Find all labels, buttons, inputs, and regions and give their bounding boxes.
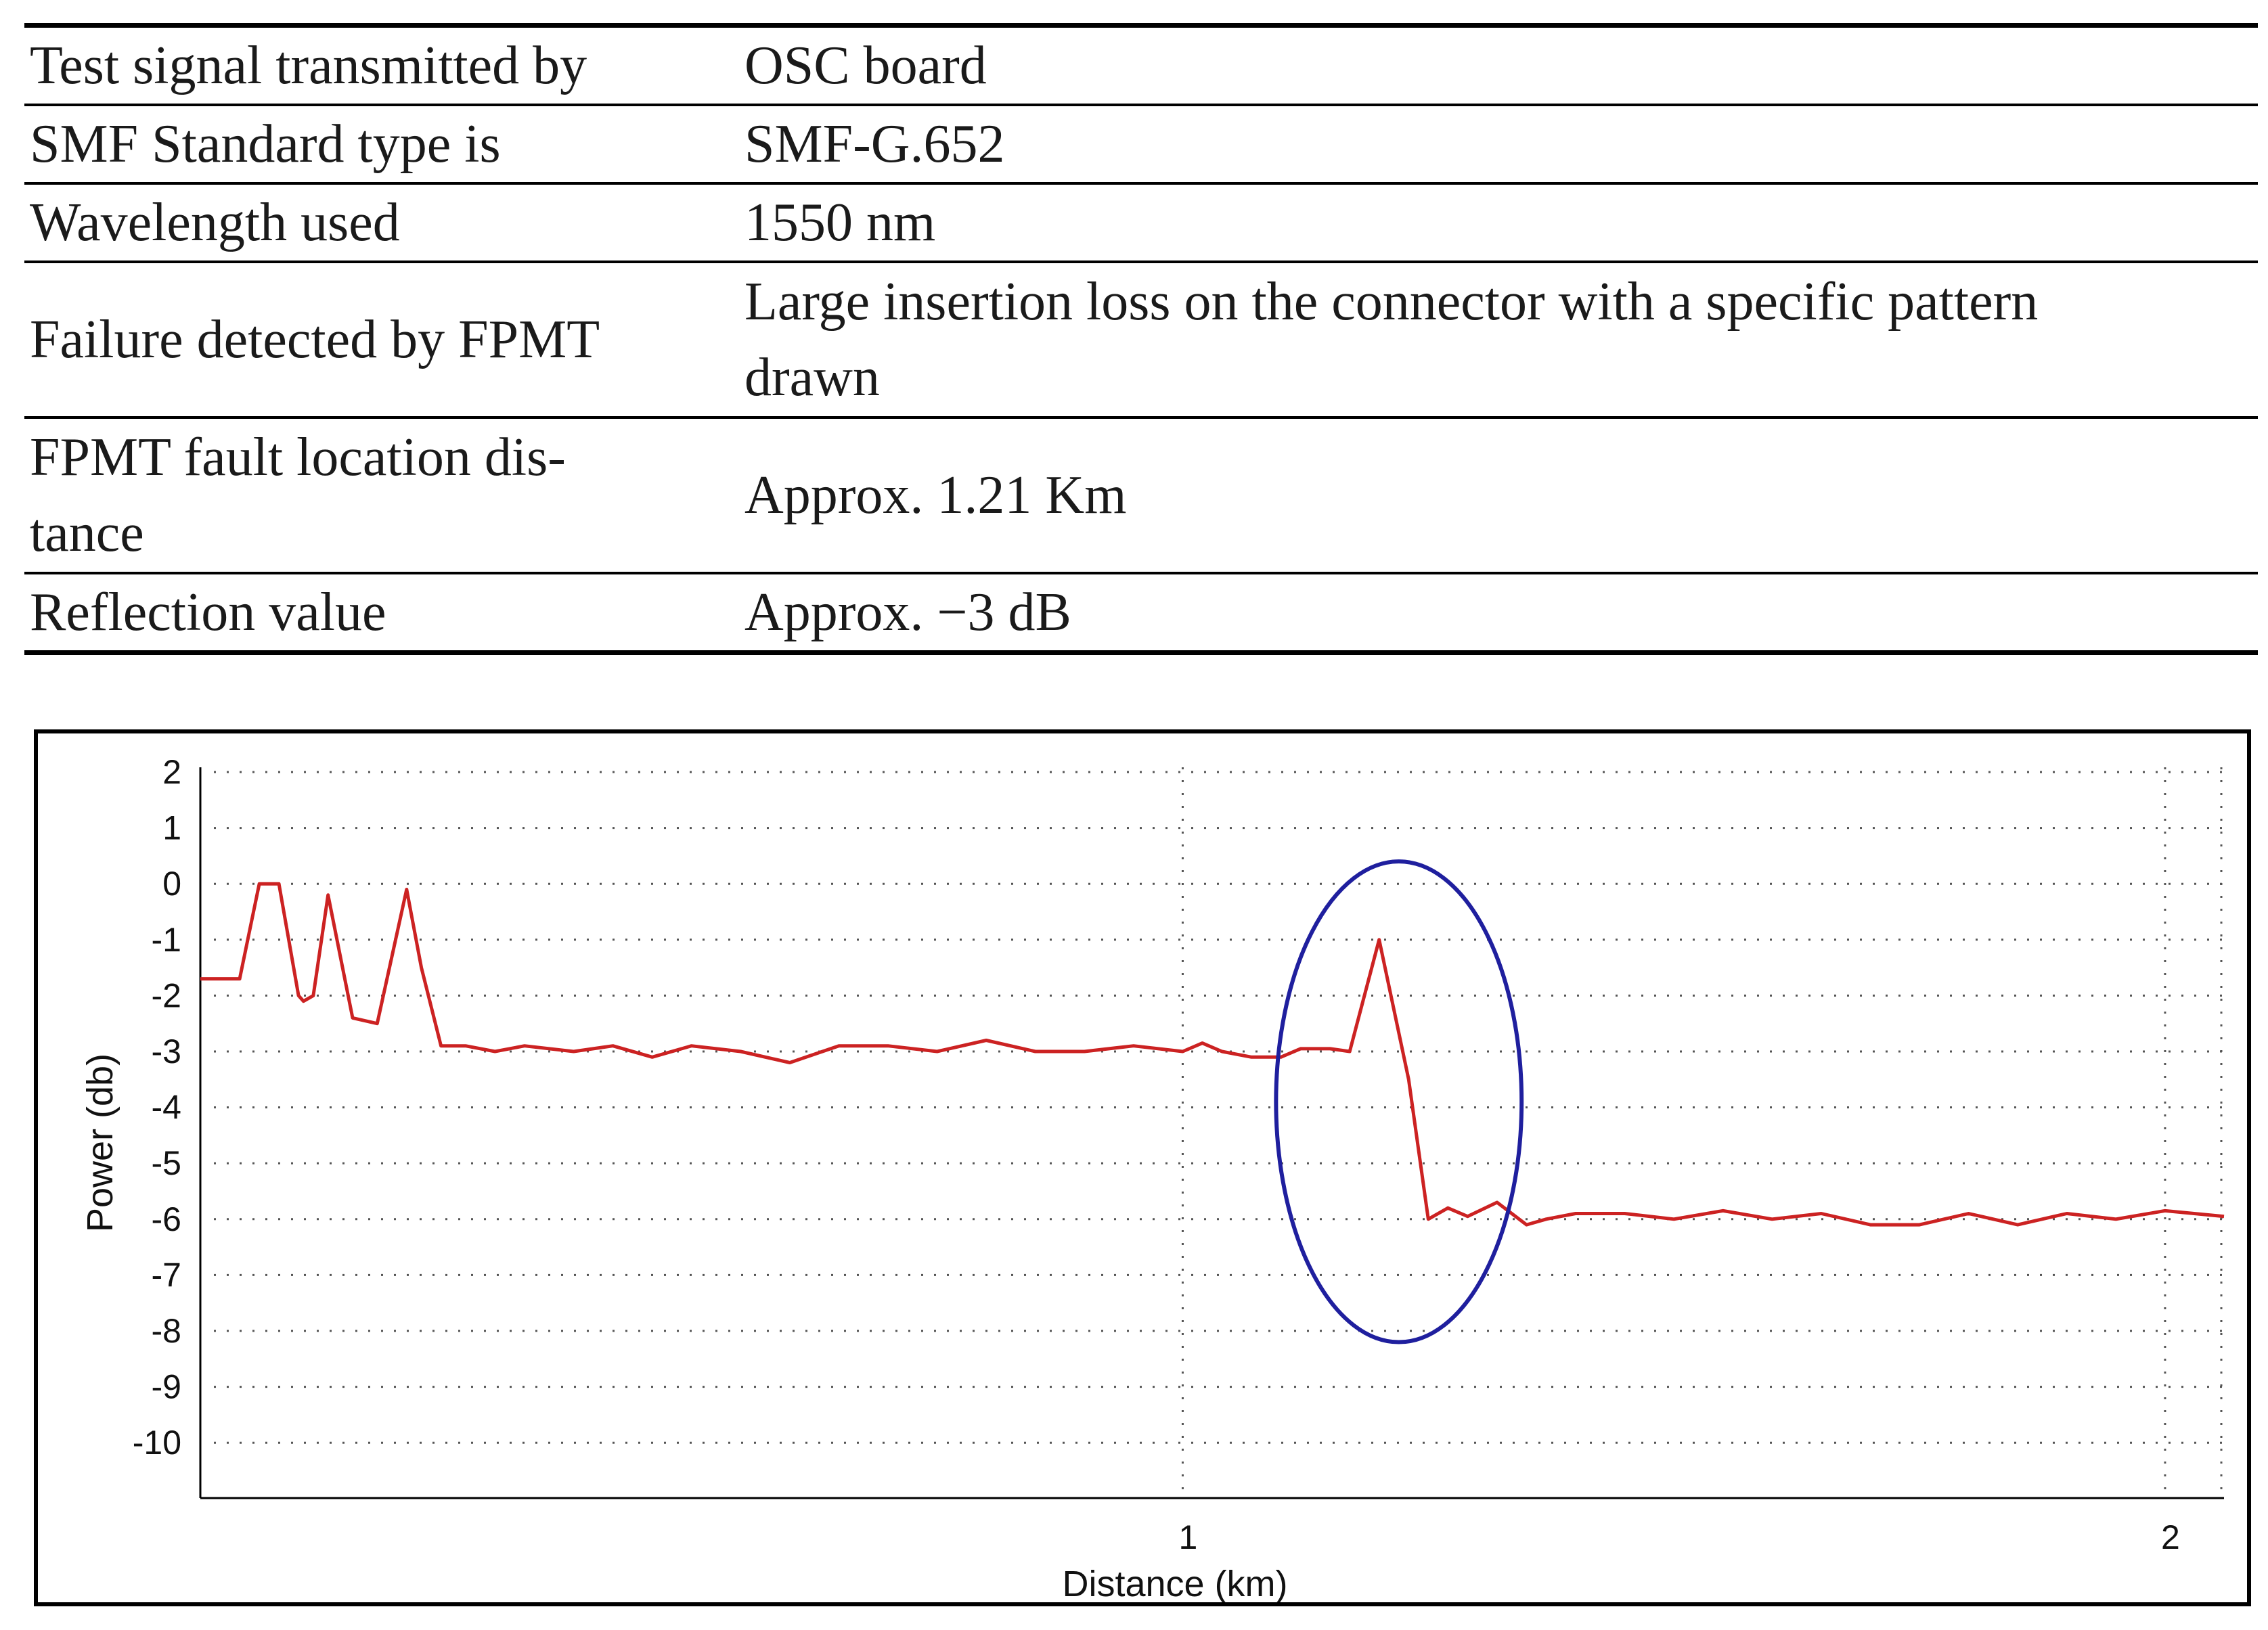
row-label: Wavelength used: [24, 183, 739, 263]
row-label: Reflection value: [24, 573, 739, 655]
row-label: SMF Standard type is: [24, 105, 739, 185]
y-tick-label: 0: [162, 865, 181, 903]
table-row: SMF Standard type is SMF-G.652: [24, 105, 2258, 185]
table-row: Failure detected by FPMT Large insertion…: [24, 262, 2258, 419]
y-tick-label: -8: [152, 1312, 181, 1350]
series-line: [200, 882, 2225, 1227]
y-tick-label: -3: [152, 1033, 181, 1070]
table-row: Reflection value Approx. −3 dB: [24, 573, 2258, 655]
row-value: Large insertion loss on the connector wi…: [739, 262, 2258, 419]
row-value: SMF-G.652: [739, 105, 2258, 185]
spec-table-container: Test signal transmitted by OSC board SMF…: [24, 23, 2258, 655]
y-axis-title: Power (db): [80, 1054, 120, 1232]
row-value-line: Large insertion loss on the connector wi…: [744, 272, 2039, 332]
spec-table: Test signal transmitted by OSC board SMF…: [24, 23, 2258, 655]
annotation-layer: [1274, 859, 1524, 1344]
chart-frame: 2 1 0 -1 -2 -3 -4 -5 -6 -7 -8 -9 -10 1 2 Distance (km)…: [34, 729, 2251, 1606]
x-axis-title: Distance (km): [1062, 1564, 1287, 1602]
y-tick-label: 2: [162, 753, 181, 791]
x-tick-label: 1: [1179, 1518, 1198, 1556]
y-tick-label: -1: [152, 921, 181, 959]
table-row: FPMT fault location dis- tance Approx. 1…: [24, 417, 2258, 574]
y-tick-label: -5: [152, 1144, 181, 1182]
fault-highlight-ellipse: [1274, 859, 1524, 1344]
y-tick-label: -9: [152, 1368, 181, 1406]
table-row: Wavelength used 1550 nm: [24, 183, 2258, 263]
y-tick-label: -10: [133, 1424, 181, 1462]
y-tick-label: -7: [152, 1256, 181, 1294]
y-tick-label: 1: [162, 809, 181, 847]
row-label-line: tance: [30, 503, 144, 563]
row-label: FPMT fault location dis- tance: [24, 417, 739, 574]
grid-layer: [214, 767, 2224, 1498]
y-tick-label: -4: [152, 1089, 181, 1127]
row-value: OSC board: [739, 23, 2258, 106]
y-tick-label: -6: [152, 1200, 181, 1238]
row-label: Test signal transmitted by: [24, 23, 739, 106]
series-layer: [200, 882, 2225, 1227]
row-value: Approx. 1.21 Km: [739, 417, 2258, 574]
row-value-line: drawn: [744, 348, 880, 407]
row-value: 1550 nm: [739, 183, 2258, 263]
table-row: Test signal transmitted by OSC board: [24, 23, 2258, 106]
row-label: Failure detected by FPMT: [24, 262, 739, 419]
axis-layer: [199, 767, 2224, 1499]
row-label-line: FPMT fault location dis-: [30, 428, 566, 487]
y-tick-label: -2: [152, 976, 181, 1014]
power-distance-chart: 2 1 0 -1 -2 -3 -4 -5 -6 -7 -8 -9 -10 1 2 Distance (km)…: [80, 753, 2225, 1602]
row-value: Approx. −3 dB: [739, 573, 2258, 655]
x-tick-label: 2: [2161, 1518, 2180, 1556]
tick-layer: 2 1 0 -1 -2 -3 -4 -5 -6 -7 -8 -9 -10 1 2: [133, 753, 2180, 1556]
